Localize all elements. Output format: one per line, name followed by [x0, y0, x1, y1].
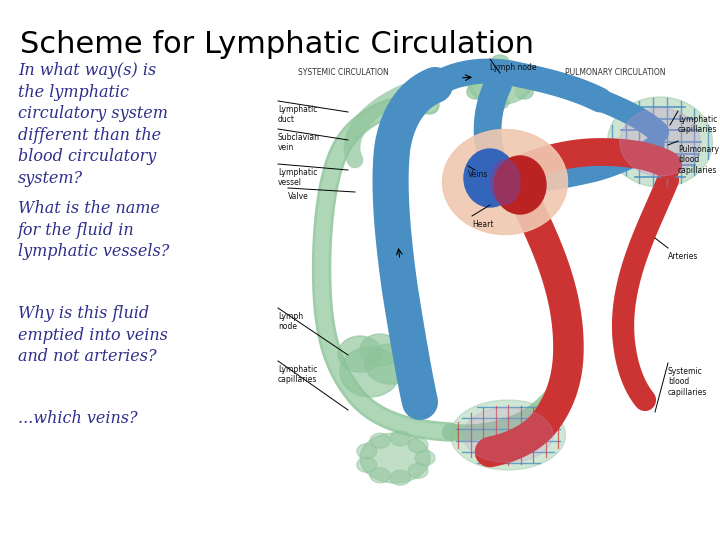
Ellipse shape [467, 65, 485, 79]
Text: Lymphatic
capillaries: Lymphatic capillaries [278, 365, 318, 384]
Ellipse shape [340, 347, 400, 397]
Ellipse shape [620, 108, 700, 176]
Text: ...which veins?: ...which veins? [18, 410, 138, 427]
Ellipse shape [490, 159, 520, 205]
Text: SYSTEMIC CIRCULATION: SYSTEMIC CIRCULATION [298, 68, 389, 77]
Text: Lymphatic
vessel: Lymphatic vessel [278, 168, 318, 187]
Ellipse shape [472, 63, 528, 101]
Text: Arteries: Arteries [668, 252, 698, 261]
Ellipse shape [360, 433, 430, 483]
Ellipse shape [408, 463, 428, 478]
Ellipse shape [464, 149, 516, 207]
Ellipse shape [338, 336, 382, 372]
Ellipse shape [360, 334, 400, 366]
Text: Subclavian
vein: Subclavian vein [278, 133, 320, 152]
Ellipse shape [408, 437, 428, 453]
Text: Systemic
blood
capillaries: Systemic blood capillaries [668, 367, 707, 397]
Text: Lymph
node: Lymph node [278, 312, 303, 332]
Ellipse shape [463, 408, 553, 462]
Text: Why is this fluid
emptied into veins
and not arteries?: Why is this fluid emptied into veins and… [18, 305, 168, 365]
Text: What is the name
for the fluid in
lymphatic vessels?: What is the name for the fluid in lympha… [18, 200, 169, 260]
Text: Valve: Valve [288, 192, 309, 201]
Ellipse shape [365, 344, 415, 384]
Ellipse shape [390, 431, 410, 446]
Ellipse shape [516, 85, 534, 99]
Text: Scheme for Lymphatic Circulation: Scheme for Lymphatic Circulation [20, 30, 534, 59]
Ellipse shape [467, 59, 533, 105]
Ellipse shape [357, 457, 377, 472]
Ellipse shape [370, 468, 390, 483]
Ellipse shape [443, 130, 567, 234]
Text: Lymph node: Lymph node [490, 63, 536, 72]
Ellipse shape [516, 65, 534, 79]
Ellipse shape [608, 97, 713, 187]
Text: Lymphatic
capillaries: Lymphatic capillaries [678, 115, 717, 134]
Text: Lymphatic
duct: Lymphatic duct [278, 105, 318, 124]
Ellipse shape [357, 444, 377, 458]
Ellipse shape [370, 433, 390, 448]
Text: In what way(s) is
the lymphatic
circulatory system
different than the
blood circ: In what way(s) is the lymphatic circulat… [18, 62, 168, 187]
Text: Veins: Veins [468, 170, 488, 179]
Ellipse shape [467, 85, 485, 99]
Ellipse shape [451, 400, 565, 470]
Ellipse shape [491, 55, 509, 69]
Text: Heart: Heart [472, 220, 493, 229]
Ellipse shape [390, 470, 410, 485]
Text: PULMONARY CIRCULATION: PULMONARY CIRCULATION [565, 68, 665, 77]
Ellipse shape [415, 450, 435, 465]
Text: Pulmonary
blood
capillaries: Pulmonary blood capillaries [678, 145, 719, 175]
Ellipse shape [491, 95, 509, 109]
Ellipse shape [494, 156, 546, 214]
